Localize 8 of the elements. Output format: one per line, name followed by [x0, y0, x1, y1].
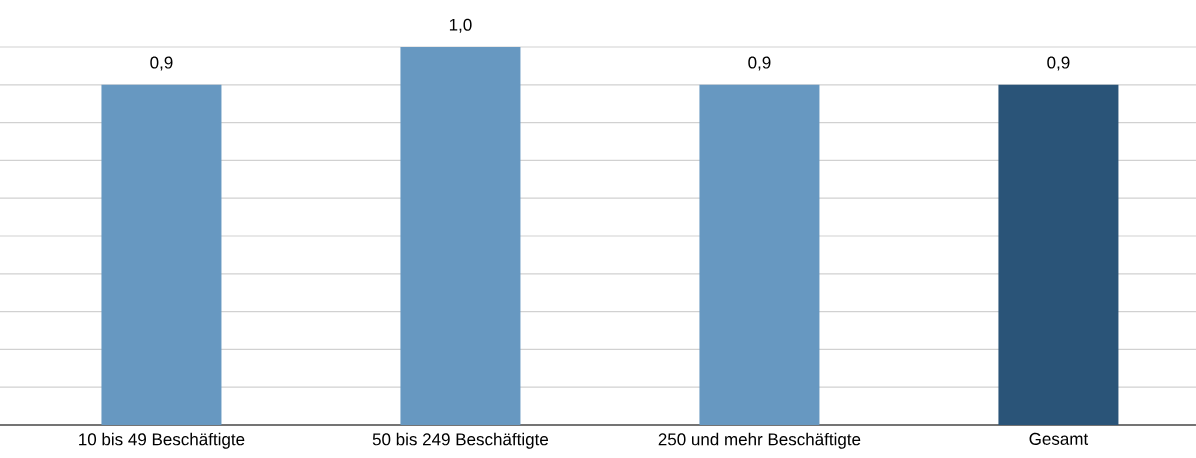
x-tick-label: Gesamt [1029, 432, 1089, 445]
data-label: 0,9 [748, 56, 771, 71]
data-label: 0,9 [150, 56, 173, 71]
data-label: 0,9 [1047, 56, 1070, 71]
data-label: 1,0 [449, 18, 472, 33]
x-tick-label: 250 und mehr Beschäftigte [658, 432, 861, 449]
x-tick-label: 50 bis 249 Beschäftigte [372, 432, 549, 449]
x-tick-label: 10 bis 49 Beschäftigte [79, 432, 245, 449]
